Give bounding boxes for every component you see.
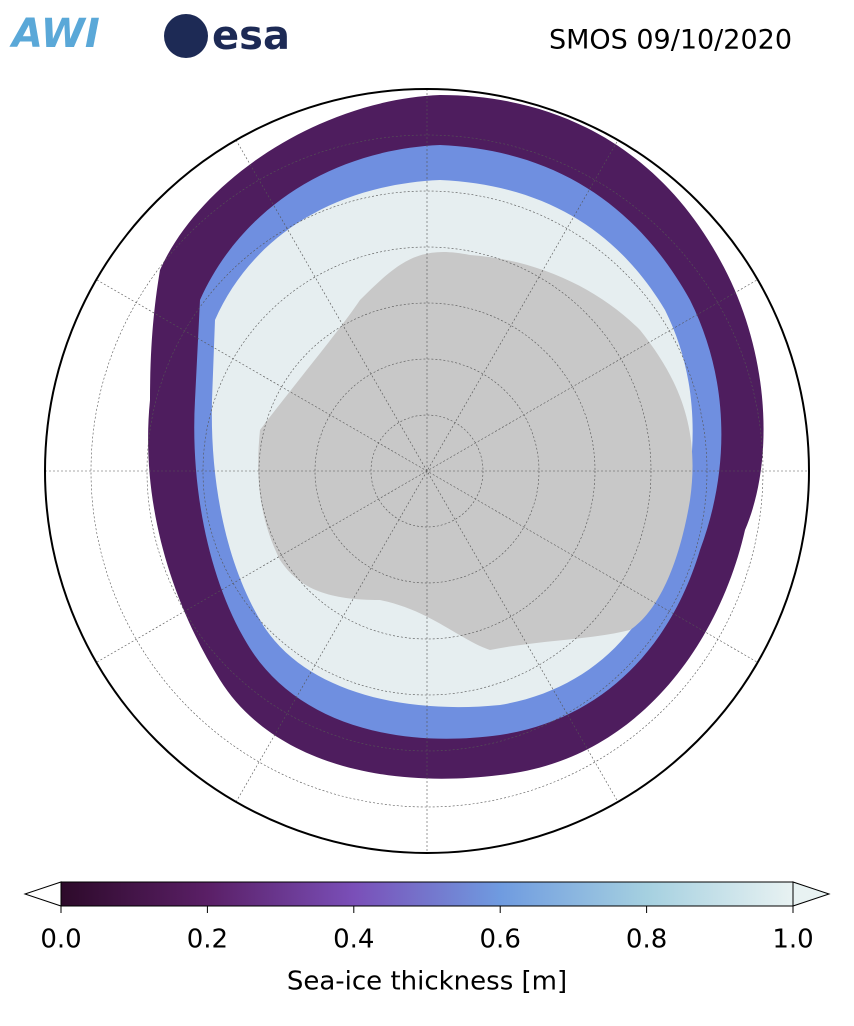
- title: SMOS 09/10/2020: [549, 25, 792, 56]
- colorbar-tick-label: 0.8: [626, 925, 667, 955]
- colorbar-tick-label: 0.4: [333, 925, 374, 955]
- antarctica: [258, 252, 693, 650]
- colorbar-gradient: [60, 881, 794, 907]
- colorbar-extend-high: [792, 881, 831, 907]
- map-frame: [44, 88, 810, 854]
- awi-logo: AWI: [9, 11, 100, 57]
- map: [45, 89, 809, 853]
- colorbar-tick-label: 0.6: [480, 925, 521, 955]
- esa-logo-mark: [164, 14, 208, 58]
- colorbar-tick-label: 1.0: [772, 925, 813, 955]
- colorbar-extend-low: [23, 881, 62, 907]
- esa-logo: esa: [212, 13, 290, 59]
- colorbar-label: Sea-ice thickness [m]: [287, 967, 567, 997]
- colorbar-tick-label: 0.2: [187, 925, 228, 955]
- colorbar-tick-label: 0.0: [40, 925, 81, 955]
- colorbar: [23, 881, 831, 913]
